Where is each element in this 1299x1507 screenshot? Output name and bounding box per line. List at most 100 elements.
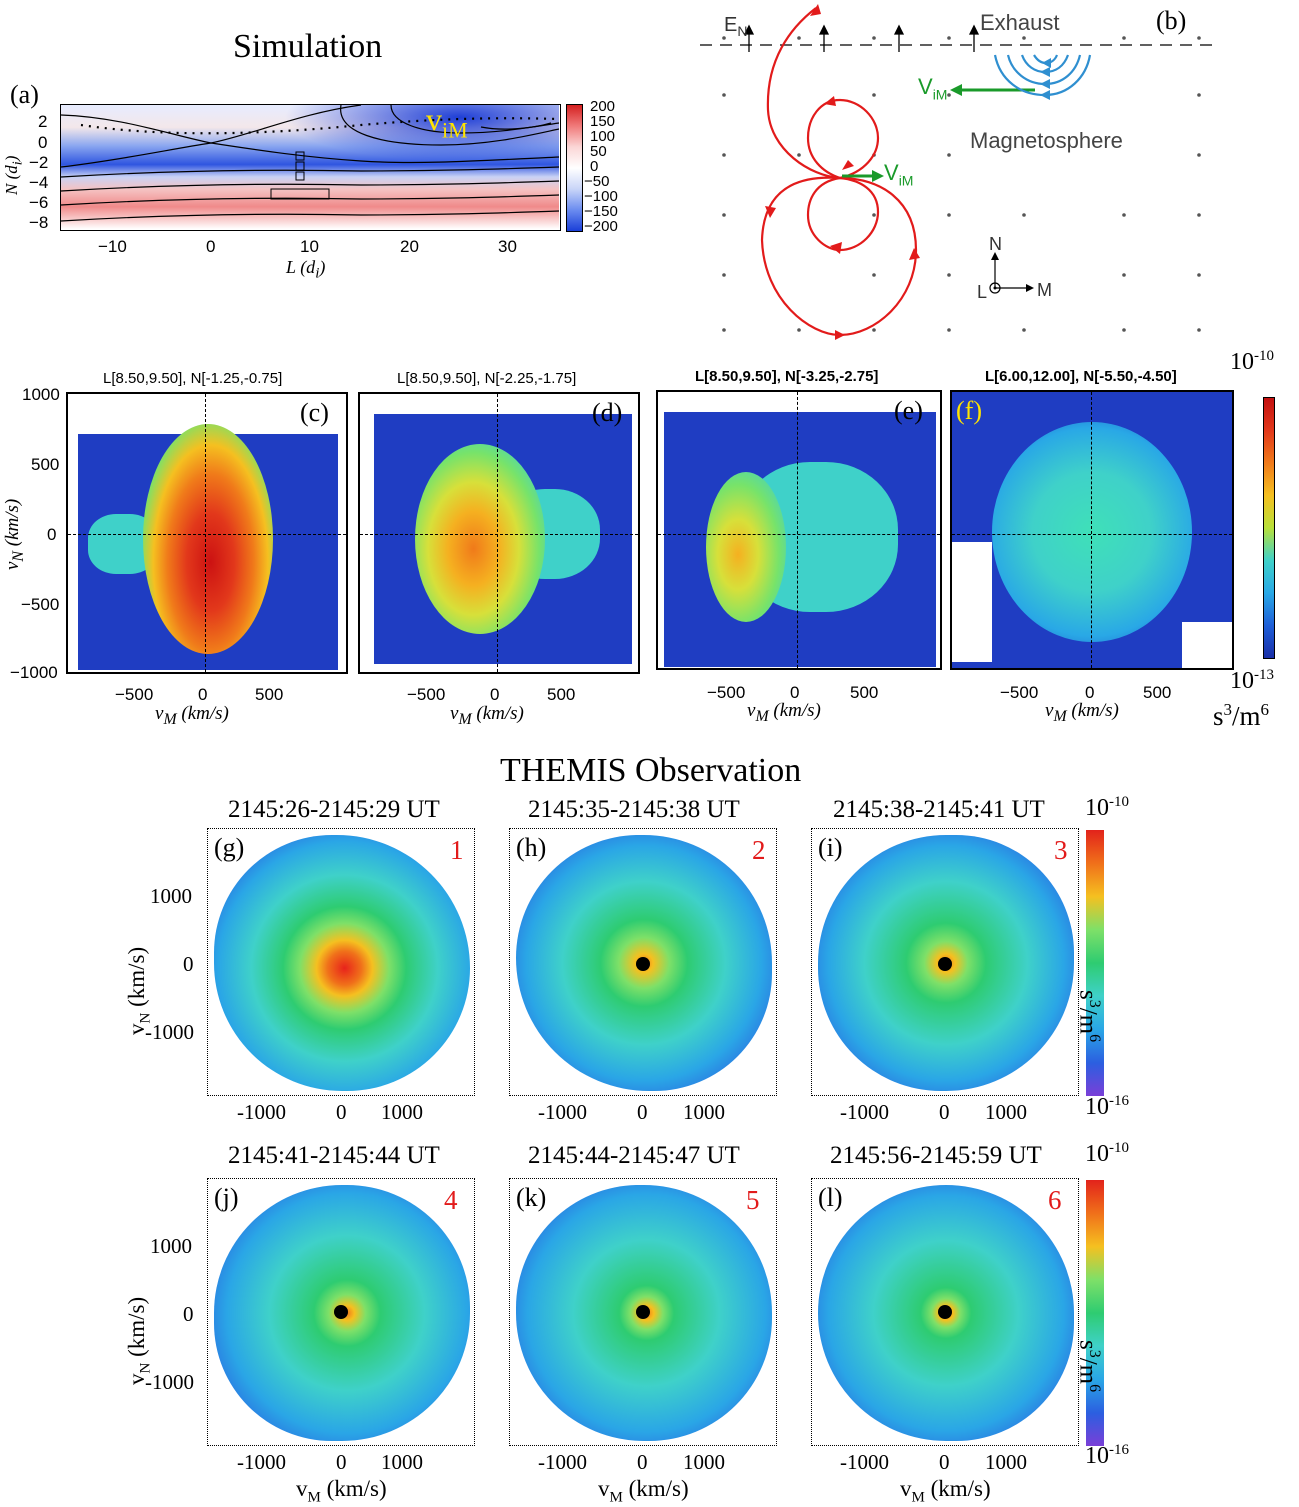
panel-i-time: 2145:38-2145:41 UT (833, 796, 1045, 823)
sim-xtick: −500 (115, 685, 154, 704)
panel-c-label: (c) (300, 398, 329, 427)
sim-xtick: 0 (1085, 683, 1095, 702)
panel-h-label: (h) (516, 833, 547, 862)
vim-label-top: ViM (918, 74, 948, 103)
exhaust-label: Exhaust (980, 10, 1060, 35)
panel-i-frame: (i) 3 (811, 828, 1079, 1096)
en-label: EN (724, 14, 748, 39)
panel-b-diagram (700, 4, 1215, 340)
panel-e-title: L[8.50,9.50], N[-3.25,-2.75] (695, 368, 879, 385)
sim-xlabel-c: vM (km/s) (155, 703, 229, 728)
sim-cbar-unit: s3/m6 (1213, 700, 1270, 731)
panel-k-time: 2145:44-2145:47 UT (528, 1142, 740, 1169)
panel-a-xlabel: L (di) (286, 257, 326, 282)
sim-xlabel-d: vM (km/s) (450, 703, 524, 728)
obs-cbar2-unit: s3/m6 (1074, 1340, 1103, 1393)
panel-l-number: 6 (1048, 1185, 1062, 1215)
obs-ytick: 1000 (150, 884, 192, 908)
sim-xtick: 500 (255, 685, 284, 704)
axis-m-label: M (1037, 280, 1052, 300)
themis-title: THEMIS Observation (500, 752, 802, 789)
obs-cbar1-unit: s3/m6 (1074, 990, 1103, 1043)
panel-a-ylabel: N (di) (2, 155, 26, 195)
axis-n-label: N (989, 234, 1002, 254)
panel-l-frame: (l) 6 (811, 1178, 1079, 1446)
obs-xtick: -1000 (840, 1100, 889, 1124)
panel-a-ytick: −4 (29, 173, 49, 192)
obs-cbar2-top: 10-10 (1085, 1140, 1129, 1167)
sim-xlabel-e: vM (km/s) (747, 700, 821, 725)
obs-ytick: 0 (183, 1302, 194, 1326)
vim-label-mid: ViM (884, 160, 914, 189)
obs-xtick: 0 (336, 1100, 347, 1124)
obs-xlabel-l: vM (km/s) (900, 1476, 991, 1506)
sim-xtick: −500 (1000, 683, 1039, 702)
obs-xtick: -1000 (538, 1100, 587, 1124)
sim-xtick: −500 (407, 685, 446, 704)
panel-g-label: (g) (214, 833, 245, 862)
sim-ylabel: vN (km/s) (2, 498, 27, 570)
panel-a-xtick: −10 (98, 237, 127, 256)
obs-xtick: 1000 (985, 1100, 1027, 1124)
obs-xtick: 1000 (381, 1100, 423, 1124)
panel-c-title: L[8.50,9.50], N[-1.25,-0.75] (103, 370, 283, 387)
panel-k-frame: (k) 5 (509, 1178, 777, 1446)
panel-k-label: (k) (516, 1183, 547, 1212)
obs-ytick: -1000 (145, 1370, 194, 1394)
panel-a-xtick: 0 (206, 237, 216, 256)
obs-colorbar-1 (1086, 830, 1104, 1096)
sim-colorbar (1263, 397, 1275, 659)
panel-a-cbar-tick: −200 (584, 218, 618, 235)
obs-xtick: -1000 (237, 1450, 286, 1474)
panel-l-time: 2145:56-2145:59 UT (830, 1142, 1042, 1169)
panel-i-number: 3 (1054, 835, 1068, 865)
panel-j-number: 4 (444, 1185, 458, 1215)
obs-xtick: 0 (637, 1450, 648, 1474)
panel-a-ytick: −6 (29, 193, 49, 212)
obs-cbar1-top: 10-10 (1085, 794, 1129, 821)
obs-ytick: 1000 (150, 1234, 192, 1258)
panel-j-frame: (j) 4 (207, 1178, 475, 1446)
obs-ylabel-row1: vN (km/s) (124, 946, 154, 1035)
simulation-title: Simulation (233, 28, 383, 65)
panel-g-number: 1 (450, 835, 464, 865)
sim-xtick: 500 (547, 685, 576, 704)
sim-ytick: 1000 (22, 385, 60, 404)
obs-xtick: 0 (637, 1100, 648, 1124)
panel-f-vdf: (f) (950, 390, 1234, 670)
field-dot-grid (722, 36, 1201, 332)
panel-a-ytick: 0 (38, 133, 48, 152)
sim-xtick: 0 (490, 685, 500, 704)
panel-f-label: (f) (956, 396, 982, 425)
panel-f-title: L[6.00,12.00], N[-5.50,-4.50] (985, 368, 1177, 385)
obs-xlabel-j: vM (km/s) (296, 1476, 387, 1506)
obs-xtick: 0 (336, 1450, 347, 1474)
obs-xtick: 1000 (985, 1450, 1027, 1474)
panel-g-frame: (g) 1 (207, 828, 475, 1096)
sim-cbar-bottom: 10-13 (1230, 667, 1274, 694)
panel-d-vdf: (d) (358, 392, 640, 674)
panel-l-center-dot (938, 1305, 952, 1319)
obs-ytick: 0 (183, 952, 194, 976)
axis-l-label: L (977, 282, 988, 302)
obs-xlabel-k: vM (km/s) (598, 1476, 689, 1506)
obs-xtick: -1000 (840, 1450, 889, 1474)
panel-h-number: 2 (752, 835, 766, 865)
panel-d-title: L[8.50,9.50], N[-2.25,-1.75] (397, 370, 577, 387)
panel-a-cbar-tick: 100 (590, 128, 616, 145)
panel-a-cbar-tick: −150 (584, 203, 618, 220)
panel-h-center-dot (636, 957, 650, 971)
obs-xtick: -1000 (538, 1450, 587, 1474)
panel-k-number: 5 (746, 1185, 760, 1215)
obs-ytick: -1000 (145, 1020, 194, 1044)
panel-a-xtick: 20 (400, 237, 419, 256)
panel-g-time: 2145:26-2145:29 UT (228, 796, 440, 823)
obs-xtick: -1000 (237, 1100, 286, 1124)
panel-a-colorbar (566, 104, 583, 232)
panel-a-ytick: −2 (29, 153, 49, 172)
sim-xlabel-f: vM (km/s) (1045, 700, 1119, 725)
panel-j-label: (j) (214, 1183, 239, 1212)
panel-b-label: (b) (1156, 6, 1187, 35)
obs-xtick: 1000 (683, 1100, 725, 1124)
panel-a-cbar-tick: 150 (590, 113, 616, 130)
